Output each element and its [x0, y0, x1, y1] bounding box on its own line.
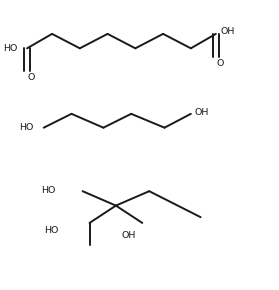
Text: OH: OH — [121, 231, 136, 240]
Text: HO: HO — [41, 186, 55, 195]
Text: OH: OH — [194, 108, 209, 117]
Text: O: O — [28, 73, 35, 82]
Text: OH: OH — [221, 27, 235, 36]
Text: HO: HO — [44, 226, 58, 235]
Text: HO: HO — [3, 44, 18, 53]
Text: HO: HO — [19, 123, 33, 132]
Text: O: O — [217, 59, 224, 68]
